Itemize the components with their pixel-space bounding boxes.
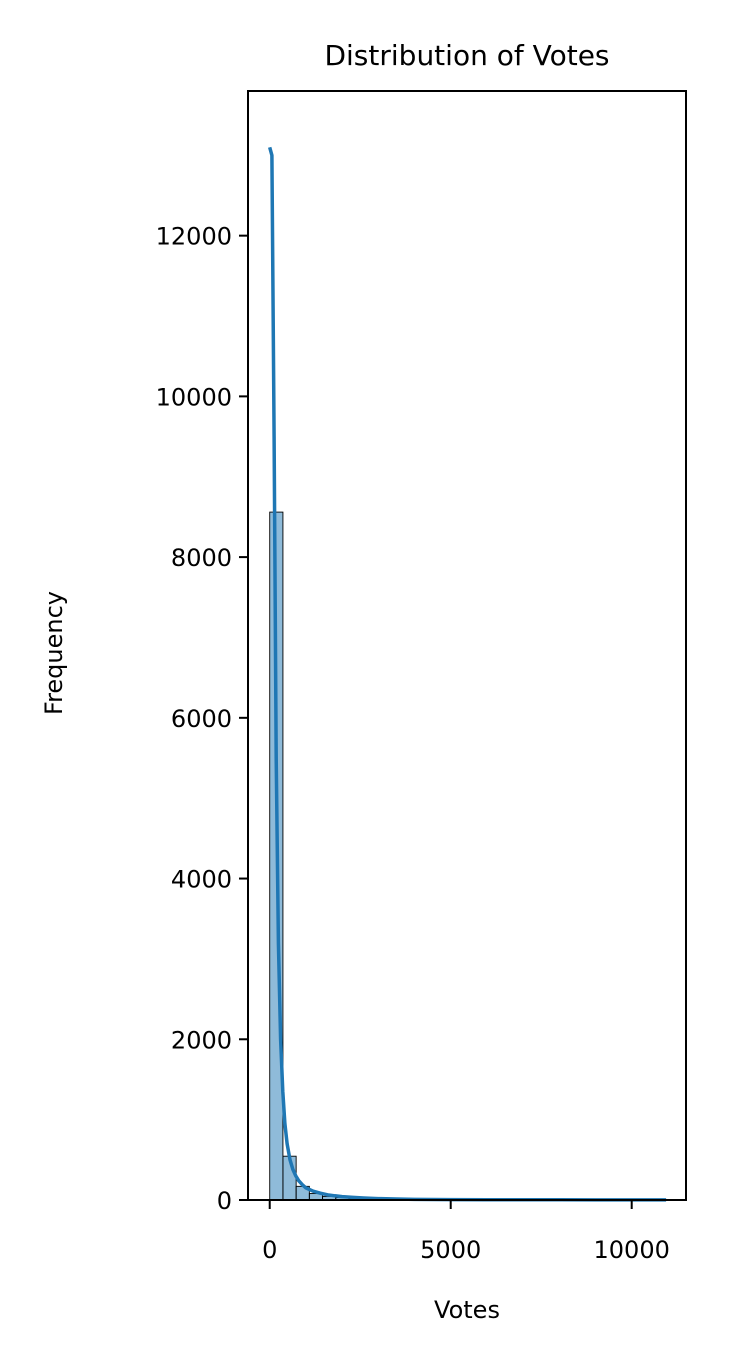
y-axis-label: Frequency <box>40 591 68 715</box>
y-tick-label-4000: 4000 <box>171 866 232 894</box>
y-axis-ticks: 0 2000 4000 6000 8000 10000 12000 <box>156 223 248 1215</box>
plot-frame <box>247 90 687 1201</box>
y-tick-label-10000: 10000 <box>156 383 232 411</box>
y-tick-label-12000: 12000 <box>156 223 232 251</box>
y-tick-label-2000: 2000 <box>171 1026 232 1054</box>
y-tick-label-6000: 6000 <box>171 705 232 733</box>
x-tick-label-10000: 10000 <box>594 1236 670 1264</box>
x-axis-label: Votes <box>434 1296 500 1324</box>
chart-title: Distribution of Votes <box>324 39 609 72</box>
y-tick-label-8000: 8000 <box>171 544 232 572</box>
x-tick-label-0: 0 <box>262 1236 277 1264</box>
x-tick-label-5000: 5000 <box>420 1236 481 1264</box>
y-tick-label-0: 0 <box>217 1187 232 1215</box>
x-axis-ticks: 0 5000 10000 <box>262 1200 670 1264</box>
